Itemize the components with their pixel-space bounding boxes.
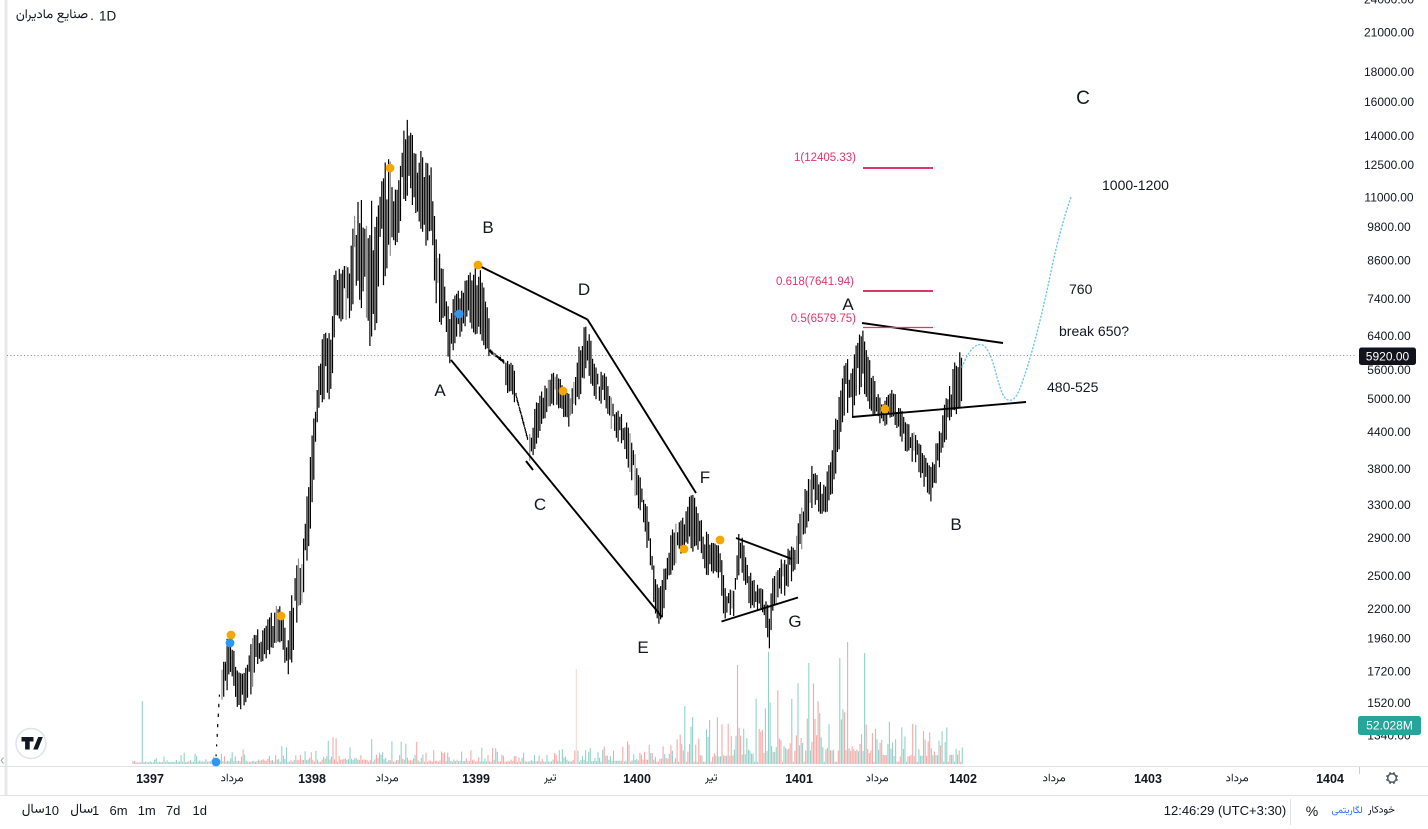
svg-text:F: F [700, 468, 710, 487]
svg-text:1404: 1404 [1316, 772, 1344, 786]
svg-text:1402: 1402 [949, 772, 977, 786]
svg-text:1399: 1399 [462, 772, 490, 786]
svg-text:12500.00: 12500.00 [1364, 158, 1414, 172]
svg-text:1720.00: 1720.00 [1367, 665, 1411, 679]
svg-text:.: . [90, 8, 94, 23]
svg-text:760: 760 [1069, 281, 1093, 297]
svg-text:break 650?: break 650? [1059, 323, 1129, 339]
svg-text:C: C [534, 495, 546, 514]
svg-text:1d: 1d [193, 803, 207, 818]
svg-text:14000.00: 14000.00 [1364, 129, 1414, 143]
svg-text:3800.00: 3800.00 [1367, 462, 1411, 476]
svg-text:G: G [788, 612, 801, 631]
svg-text:16000.00: 16000.00 [1364, 95, 1414, 109]
svg-text:4400.00: 4400.00 [1367, 425, 1411, 439]
svg-text:10: 10 [45, 803, 59, 818]
svg-text:1m: 1m [138, 803, 156, 818]
svg-text:%: % [1306, 803, 1318, 819]
svg-text:A: A [842, 295, 854, 314]
svg-text:7400.00: 7400.00 [1367, 292, 1411, 306]
svg-text:0.5(6579.75): 0.5(6579.75) [791, 313, 856, 325]
svg-text:7d: 7d [166, 803, 180, 818]
svg-text:6400.00: 6400.00 [1367, 329, 1411, 343]
svg-text:18000.00: 18000.00 [1364, 65, 1414, 79]
svg-text:B: B [950, 515, 961, 534]
svg-text:1520.00: 1520.00 [1367, 696, 1411, 710]
svg-text:C: C [1076, 88, 1090, 109]
svg-text:1400: 1400 [623, 772, 651, 786]
svg-text:0.618(7641.94): 0.618(7641.94) [776, 276, 854, 288]
svg-text:1D: 1D [99, 9, 117, 24]
svg-text:A: A [434, 381, 446, 400]
svg-text:12:46:29 (UTC+3:30): 12:46:29 (UTC+3:30) [1164, 803, 1286, 818]
svg-text:2900.00: 2900.00 [1367, 531, 1411, 545]
svg-text:1401: 1401 [785, 772, 813, 786]
svg-text:3300.00: 3300.00 [1367, 498, 1411, 512]
svg-text:5920.00: 5920.00 [1366, 350, 1410, 364]
svg-text:2200.00: 2200.00 [1367, 602, 1411, 616]
svg-text:6m: 6m [110, 803, 128, 818]
svg-text:E: E [637, 638, 648, 657]
svg-text:5600.00: 5600.00 [1367, 363, 1411, 377]
svg-text:1960.00: 1960.00 [1367, 631, 1411, 645]
svg-text:11000.00: 11000.00 [1364, 191, 1413, 205]
svg-text:1398: 1398 [298, 772, 326, 786]
svg-text:2500.00: 2500.00 [1367, 569, 1411, 583]
svg-text:9800.00: 9800.00 [1367, 220, 1411, 234]
svg-text:D: D [578, 280, 590, 299]
svg-text:5000.00: 5000.00 [1367, 392, 1411, 406]
svg-text:1403: 1403 [1134, 772, 1162, 786]
svg-text:1397: 1397 [136, 772, 164, 786]
svg-text:21000.00: 21000.00 [1364, 26, 1414, 40]
svg-text:24000.00: 24000.00 [1364, 0, 1414, 7]
svg-text:1000-1200: 1000-1200 [1102, 177, 1169, 193]
svg-text:480-525: 480-525 [1047, 379, 1099, 395]
svg-text:1: 1 [92, 803, 99, 818]
svg-text:8600.00: 8600.00 [1367, 254, 1411, 268]
svg-text:52.028M: 52.028M [1366, 719, 1413, 733]
svg-text:1(12405.33): 1(12405.33) [794, 152, 856, 164]
svg-text:B: B [482, 218, 493, 237]
